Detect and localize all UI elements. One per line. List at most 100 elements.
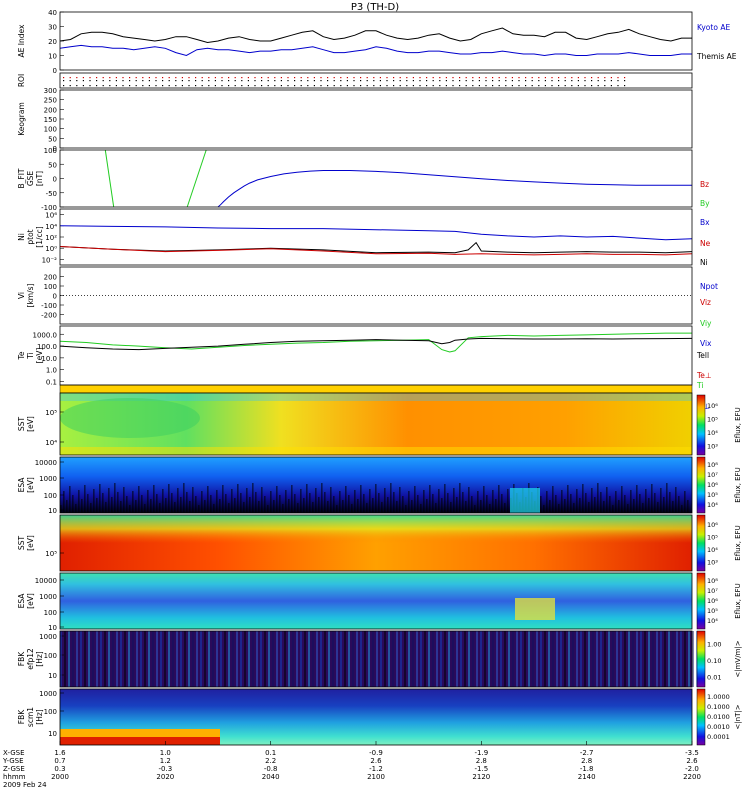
roi-dot [518,77,520,79]
roi-dot [148,85,150,87]
esa-i-noise [363,494,365,513]
fbk-e-stripe [520,631,522,687]
fbk-e-stripe [128,631,130,687]
roi-dot [406,80,408,82]
fbk_e-ylabel3: [Hz] [35,651,44,667]
esa-i-noise [93,489,95,513]
roi-dot [175,77,177,79]
roi-dot [89,85,91,87]
fbk-e-stripe [668,631,670,687]
esa-i-noise [333,496,335,513]
esa-i-noise [495,499,497,513]
ni-ytick: 10⁶ [45,212,57,220]
fbk-e-stripe [248,631,250,687]
roi-dot [155,85,157,87]
esa-i-noise [573,503,575,513]
legend-bx: Bx [700,218,710,227]
esa-i-noise [168,484,170,513]
roi-dot [452,77,454,79]
esa-i-noise [186,492,188,513]
roi-dot [360,85,362,87]
esa-i-noise [498,485,500,513]
roi-dot [267,77,269,79]
esa-i-noise [576,489,578,513]
roi-dot [214,85,216,87]
esa-i-noise [504,503,506,513]
fbk-e-stripe [308,631,310,687]
esa-i-noise [357,499,359,513]
roi-dot [558,85,560,87]
esa-i-noise [315,488,317,513]
roi-dot [597,80,599,82]
esa-i-noise [66,500,68,513]
fbk-e-stripe [188,631,190,687]
roi-dot [188,85,190,87]
fbk-e-stripe [232,631,234,687]
xaxis-tick-label: 0.7 [54,757,65,765]
esa-i-noise [582,484,584,513]
esa-i-noise [270,491,272,513]
roi-dot [82,85,84,87]
roi-dot [129,77,131,79]
fbk-e-stripe [92,631,94,687]
roi-dot [63,85,65,87]
esa-i-noise [579,498,581,513]
ae-series-themis [59,44,692,57]
roi-dot [320,80,322,82]
fbk-e-stripe [532,631,534,687]
roi-dot [267,85,269,87]
esa-i-noise [459,483,461,513]
esa-i-noise [294,494,296,513]
esa-i-noise [630,490,632,513]
roi-dot [313,77,315,79]
esa_i-colorbar-tick: 10⁴ [707,501,718,509]
xaxis-tick-label: 0.1 [265,749,276,757]
fbk_b-colorbar-tick: 0.0001 [707,733,730,741]
fbk-e-stripe [60,631,62,687]
esa-i-noise [240,493,242,513]
roi-dot [162,80,164,82]
esa-i-noise [420,504,422,513]
roi-dot [129,80,131,82]
ni-ylabel3: [1/cc] [35,226,44,247]
fbk-e-stripe [656,631,658,687]
esa-i-noise [378,493,380,513]
roi-ylabel: ROI [17,74,26,87]
roi-dot [571,80,573,82]
xaxis-tick-label: 2040 [262,773,280,781]
esa-i-noise [372,498,374,513]
sst_e-ylabel3: [eV] [26,535,35,551]
esa-i-noise [69,486,71,513]
roi-dot [142,77,144,79]
roi-dot [426,77,428,79]
roi-dot [591,85,593,87]
sst_i-colorbar-tick: 10⁴ [707,429,718,437]
roi-dot [624,77,626,79]
fbk-e-stripe [172,631,174,687]
te-ytick: 0.1 [46,378,57,386]
vi-ytick: 0 [53,293,57,301]
fbk-e-stripe [612,631,614,687]
roi-dot [577,80,579,82]
roi-dot [498,85,500,87]
roi-dot [234,77,236,79]
fbk-e-stripe [628,631,630,687]
roi-dot [294,80,296,82]
roi-dot [399,80,401,82]
esa-i-noise [588,502,590,513]
esa-i-noise [564,499,566,513]
esa-i-noise [354,490,356,513]
ae-ytick: 20 [48,38,57,46]
roi-dot [604,80,606,82]
esa-i-noise [342,500,344,513]
esa-i-noise [639,494,641,513]
esa-i-noise [603,501,605,513]
esa-i-noise [291,485,293,513]
esa-i-noise [441,498,443,513]
esa-i-noise [279,495,281,513]
sst_i-ylabel3: [eV] [26,416,35,432]
roi-dot [617,77,619,79]
vi-ylabel3: [km/s] [26,283,35,307]
esa-i-noise [171,493,173,513]
